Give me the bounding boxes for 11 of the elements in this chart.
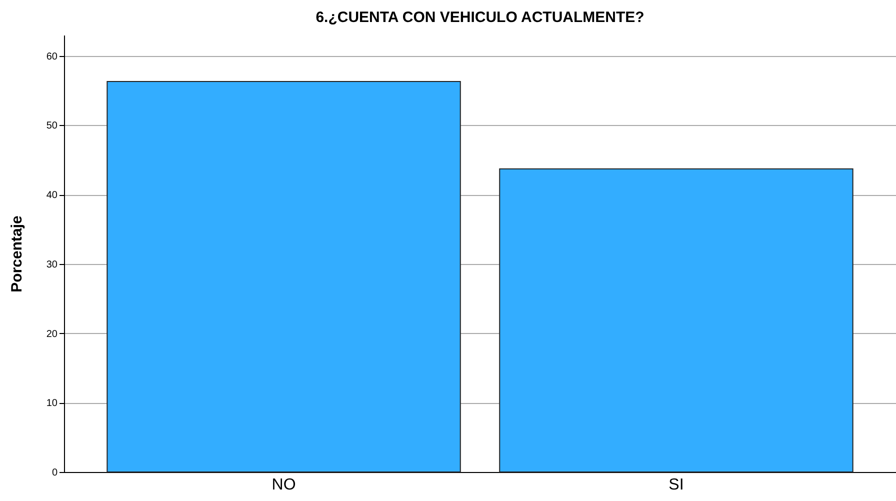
y-tick-label: 60 <box>46 51 58 62</box>
x-tick-label: SI <box>668 476 684 494</box>
y-tick-label: 20 <box>46 328 58 340</box>
y-tick-label: 50 <box>46 120 58 132</box>
y-tick-label: 30 <box>46 259 58 270</box>
y-tick-label: 0 <box>52 468 58 478</box>
y-tick-label: 10 <box>46 398 58 410</box>
y-axis-title: Porcentaje <box>8 216 26 292</box>
chart-title: 6.¿CUENTA CON VEHICULO ACTUALMENTE? <box>316 9 644 26</box>
x-tick-label: NO <box>272 476 296 494</box>
y-tick-label: 40 <box>46 190 58 202</box>
